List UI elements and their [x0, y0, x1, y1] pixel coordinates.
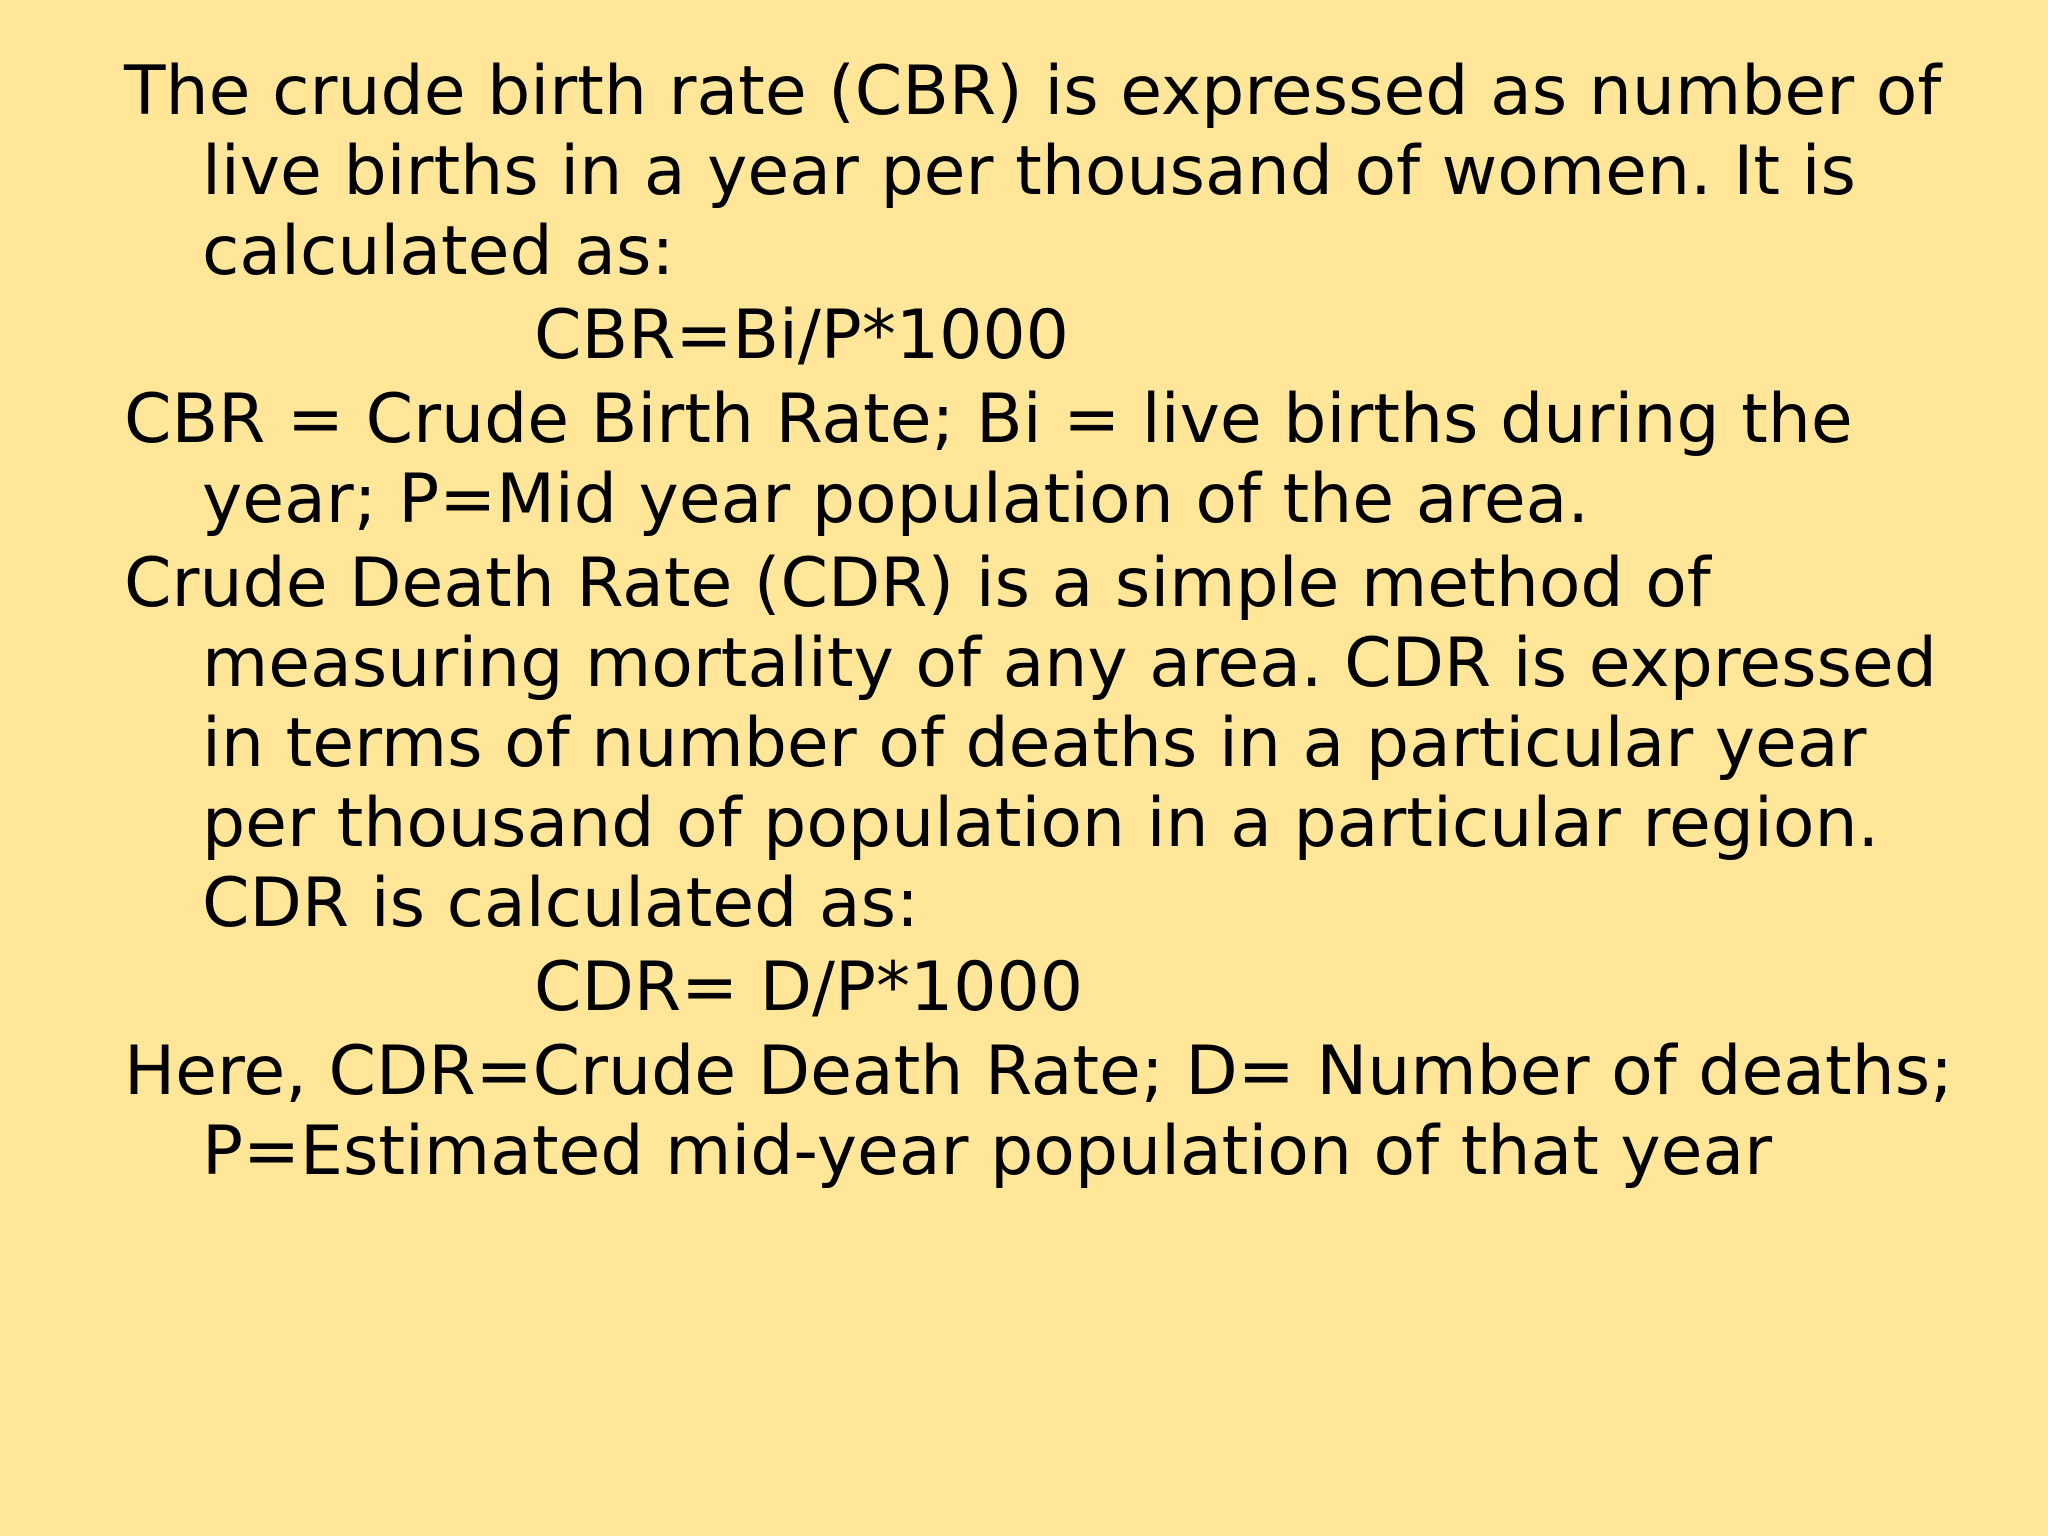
- slide-body: The crude birth rate (CBR) is expressed …: [124, 52, 1984, 1196]
- cbr-definition: The crude birth rate (CBR) is expressed …: [124, 52, 1984, 292]
- cdr-formula: CDR= D/P*1000: [124, 948, 1984, 1028]
- cdr-definition-text: Crude Death Rate (CDR) is a simple metho…: [124, 544, 1937, 943]
- cdr-legend: Here, CDR=Crude Death Rate; D= Number of…: [124, 1032, 1984, 1192]
- cdr-formula-text: CDR= D/P*1000: [534, 948, 1084, 1027]
- cbr-legend: CBR = Crude Birth Rate; Bi = live births…: [124, 380, 1984, 540]
- cbr-legend-text: CBR = Crude Birth Rate; Bi = live births…: [124, 380, 1853, 539]
- cbr-formula: CBR=Bi/P*1000: [124, 296, 1984, 376]
- cdr-legend-text: Here, CDR=Crude Death Rate; D= Number of…: [124, 1032, 1954, 1191]
- cdr-definition: Crude Death Rate (CDR) is a simple metho…: [124, 544, 1984, 944]
- cbr-formula-text: CBR=Bi/P*1000: [534, 296, 1069, 375]
- cbr-definition-text: The crude birth rate (CBR) is expressed …: [124, 52, 1942, 291]
